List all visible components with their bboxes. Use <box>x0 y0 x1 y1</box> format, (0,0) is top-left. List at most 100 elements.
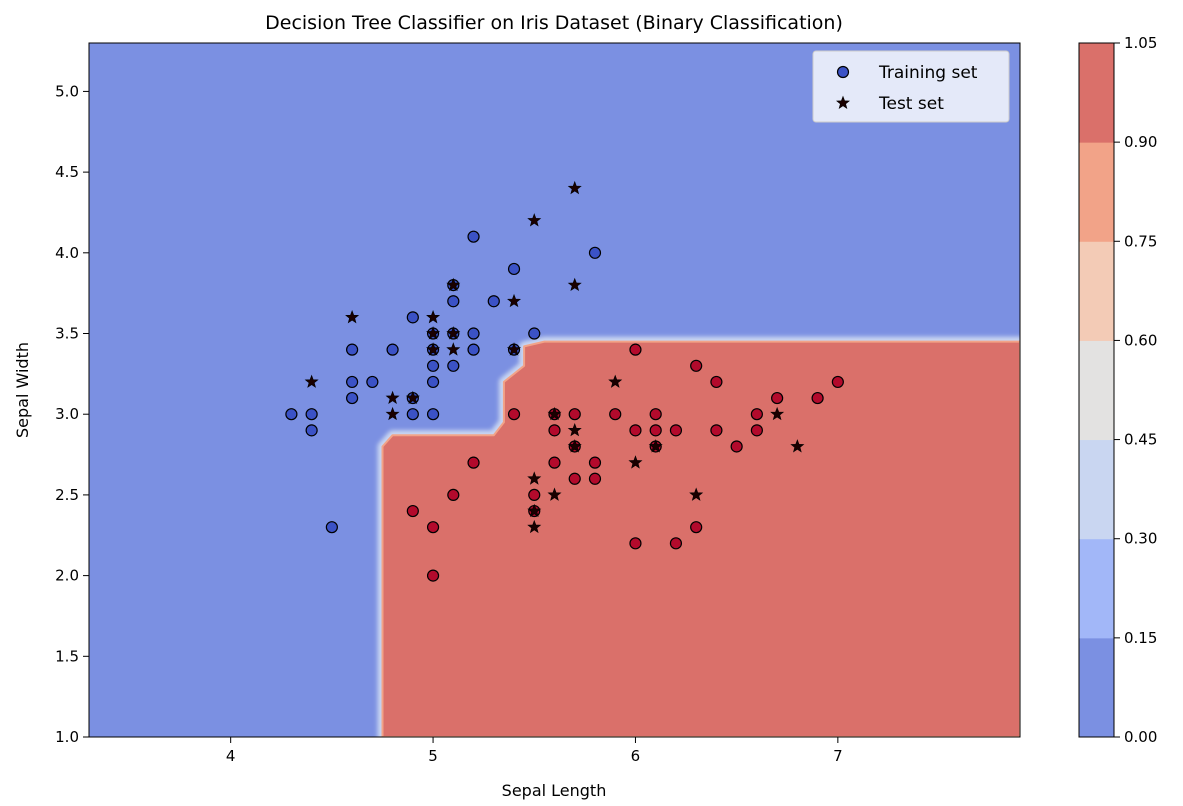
legend-test-label: Test set <box>878 94 944 114</box>
training-point-class1 <box>629 424 642 437</box>
training-point-class0 <box>346 343 359 356</box>
colorbar: 0.00 0.15 0.30 0.45 0.60 0.75 0.90 1.05 <box>1078 34 1157 746</box>
x-axis-label: Sepal Length <box>502 781 607 800</box>
training-point-class1 <box>629 343 642 356</box>
legend-box <box>812 50 1010 123</box>
y-tick-label: 5.0 <box>55 82 79 100</box>
legend: Training set Test set <box>812 50 1010 123</box>
y-tick-label: 2.5 <box>55 486 79 504</box>
test-point <box>608 374 623 388</box>
colorbar-band <box>1079 439 1114 540</box>
x-axis: 4 5 6 7 <box>226 737 843 765</box>
training-point-class1 <box>568 472 581 485</box>
training-point-class1 <box>629 537 642 550</box>
training-point-class1 <box>588 456 602 469</box>
training-point-class0 <box>325 521 338 534</box>
test-point <box>547 487 562 501</box>
training-point-class0 <box>305 424 318 437</box>
test-point <box>547 406 562 421</box>
training-point-class1 <box>710 424 723 437</box>
colorbar-band <box>1079 340 1114 441</box>
training-point-class1 <box>730 440 743 453</box>
test-point <box>507 342 522 356</box>
training-point-class0 <box>366 375 379 389</box>
y-axis: 1.0 1.5 2.0 2.5 3.0 3.5 4.0 4.5 5.0 <box>55 82 89 746</box>
colorbar-tick-label: 0.75 <box>1124 232 1157 250</box>
training-point-class0 <box>386 343 399 356</box>
training-point-class1 <box>467 456 480 469</box>
training-point-class0 <box>285 408 298 421</box>
training-point-class0 <box>406 311 419 324</box>
colorbar-tick-label: 0.30 <box>1124 530 1157 548</box>
training-point-class1 <box>831 375 844 389</box>
test-point <box>790 439 805 453</box>
training-point-class1 <box>528 488 541 502</box>
training-point-class1 <box>771 391 784 405</box>
colorbar-band <box>1079 538 1114 639</box>
training-point-class1 <box>406 504 419 518</box>
training-point-class0 <box>507 262 521 276</box>
training-point-class1 <box>649 424 662 437</box>
training-point-class1 <box>649 408 662 421</box>
plot-area <box>89 43 1020 737</box>
test-point <box>426 310 441 324</box>
test-point <box>405 390 420 405</box>
colorbar-band <box>1079 241 1114 341</box>
training-point-class0 <box>426 359 440 372</box>
training-point-class0 <box>487 295 500 308</box>
test-point <box>507 293 522 308</box>
training-point-class0 <box>467 327 480 340</box>
legend-test-marker <box>836 95 850 109</box>
test-point <box>426 326 441 340</box>
training-point-class1 <box>750 408 763 421</box>
y-tick-label: 4.5 <box>55 163 79 181</box>
y-axis-label: Sepal Width <box>13 342 32 438</box>
colorbar-tick-label: 1.05 <box>1124 34 1157 52</box>
legend-training-marker <box>836 65 850 79</box>
training-point-class1 <box>568 408 581 421</box>
training-point-class1 <box>426 521 440 534</box>
colorbar-tick-label: 0.60 <box>1124 331 1157 349</box>
training-point-class1 <box>426 569 440 582</box>
colorbar-tick-label: 0.00 <box>1124 728 1157 746</box>
training-point-class0 <box>346 375 359 389</box>
training-point-class1 <box>447 488 460 502</box>
decision-region-class1 <box>381 340 1020 737</box>
test-point <box>628 455 643 469</box>
colorbar-band <box>1079 43 1114 143</box>
chart-title: Decision Tree Classifier on Iris Dataset… <box>265 12 843 34</box>
test-point <box>446 277 461 292</box>
training-point-class1 <box>548 456 561 469</box>
y-tick-label: 1.0 <box>55 728 79 746</box>
training-point-class1 <box>669 537 683 550</box>
test-point <box>689 487 704 501</box>
training-point-class0 <box>467 230 480 243</box>
test-point <box>567 180 582 195</box>
test-point <box>527 471 542 485</box>
plot-frame <box>88 42 1021 738</box>
y-tick-label: 2.0 <box>55 567 79 585</box>
training-point-class1 <box>548 424 561 437</box>
training-point-class1 <box>507 408 521 421</box>
test-point <box>385 406 400 421</box>
training-point-class0 <box>588 246 602 259</box>
colorbar-band <box>1079 637 1114 738</box>
colorbar-band <box>1079 142 1114 242</box>
test-point <box>385 390 400 405</box>
training-point-class1 <box>609 408 622 421</box>
training-point-class0 <box>447 295 460 308</box>
test-point <box>446 342 461 356</box>
colorbar-tick-label: 0.90 <box>1124 133 1157 151</box>
training-point-class1 <box>690 359 703 372</box>
training-point-class0 <box>426 375 440 389</box>
training-point-class1 <box>811 391 824 405</box>
test-point <box>527 213 542 227</box>
training-point-class0 <box>426 408 440 421</box>
x-tick-label: 4 <box>226 747 236 765</box>
test-point <box>426 342 441 356</box>
test-point <box>567 439 582 453</box>
y-tick-label: 3.5 <box>55 325 79 343</box>
training-point-class0 <box>305 408 318 421</box>
colorbar-tick-label: 0.45 <box>1124 431 1157 449</box>
test-point <box>648 439 663 453</box>
